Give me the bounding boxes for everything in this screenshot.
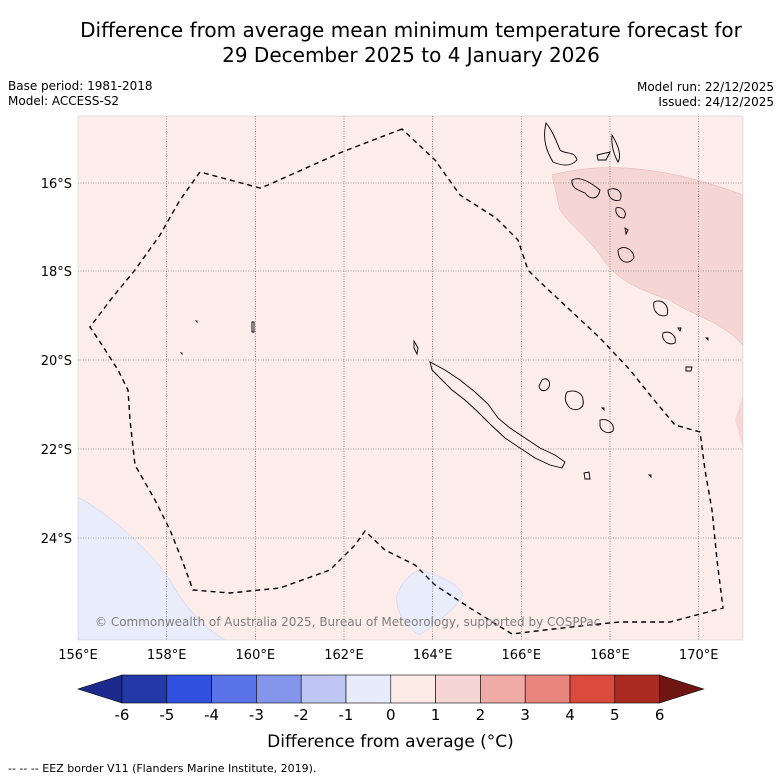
lon-tick-162e: 162°E xyxy=(324,648,364,663)
base-period: Base period: 1981-2018 xyxy=(8,79,153,93)
colorbar-extend-high xyxy=(659,674,705,704)
model-name: Model: ACCESS-S2 xyxy=(8,94,120,108)
espiritu-santo-island xyxy=(544,122,578,166)
colorbar-segment xyxy=(480,674,526,704)
colorbar-tick: -4 xyxy=(204,706,219,724)
lon-tick-166e: 166°E xyxy=(502,648,542,663)
map-frame xyxy=(77,115,744,641)
cool-anomaly-patch-small xyxy=(396,569,464,636)
gridlines xyxy=(78,116,743,640)
small-island-3 xyxy=(704,337,709,342)
chesterfield-island xyxy=(251,321,255,333)
map-title: Difference from average mean minimum tem… xyxy=(0,18,781,68)
colorbar-tick: -6 xyxy=(115,706,130,724)
colorbar-segment xyxy=(256,674,302,704)
colorbar-tick: 2 xyxy=(476,706,486,724)
lat-tick-22s: 22°S xyxy=(41,443,72,458)
colorbar-label: Difference from average (°C) xyxy=(267,732,514,752)
lon-tick-168e: 168°E xyxy=(590,648,630,663)
small-island-4 xyxy=(194,320,198,324)
colorbar-segment xyxy=(614,674,660,704)
lat-tick-labels: 16°S 18°S 20°S 22°S 24°S xyxy=(41,177,72,547)
coastlines xyxy=(179,122,709,480)
colorbar-segment xyxy=(390,674,436,704)
copyright-text: © Commonwealth of Australia 2025, Bureau… xyxy=(95,615,600,629)
warm-anomaly-patch xyxy=(551,167,743,346)
maewo-island xyxy=(611,133,621,163)
title-line-2: 29 December 2025 to 4 January 2026 xyxy=(222,43,600,67)
small-island-6 xyxy=(600,407,605,412)
colorbar-tick: -3 xyxy=(249,706,264,724)
colorbar-segment xyxy=(569,674,616,704)
colorbar-tick: -5 xyxy=(159,706,174,724)
erromango-island xyxy=(653,300,669,317)
lon-tick-158e: 158°E xyxy=(147,648,187,663)
colorbar-segment xyxy=(345,674,392,704)
isle-of-pines xyxy=(583,471,591,480)
colorbar-tick: -1 xyxy=(339,706,354,724)
lon-tick-156e: 156°E xyxy=(58,648,98,663)
efate-island xyxy=(617,247,635,263)
colorbar-tick: 6 xyxy=(655,706,665,724)
small-island-1 xyxy=(624,227,629,236)
malekula-island xyxy=(571,178,601,199)
colorbar-segment xyxy=(435,674,481,704)
colorbar-tick: 0 xyxy=(386,706,396,724)
colorbar-segment xyxy=(524,674,571,704)
issued-date: Issued: 24/12/2025 xyxy=(658,95,774,109)
lon-tick-labels: 156°E 158°E 160°E 162°E 164°E 166°E 168°… xyxy=(58,648,718,663)
colorbar-segment xyxy=(166,674,212,704)
meta-left: Base period: 1981-2018 Model: ACCESS-S2 xyxy=(8,79,153,109)
meta-right: Model run: 22/12/2025 Issued: 24/12/2025 xyxy=(637,80,774,110)
colorbar-segment xyxy=(121,674,168,704)
ouvea-island xyxy=(538,378,550,392)
colorbar-tick: 1 xyxy=(431,706,441,724)
model-run: Model run: 22/12/2025 xyxy=(636,80,774,94)
ambrym-island xyxy=(607,188,622,201)
eez-legend: -- -- -- EEZ border V11 (Flanders Marine… xyxy=(8,762,317,775)
lon-tick-164e: 164°E xyxy=(413,648,453,663)
tanna-island xyxy=(662,331,676,345)
colorbar-segment xyxy=(211,674,257,704)
lat-tick-18s: 18°S xyxy=(41,265,72,280)
lat-tick-24s: 24°S xyxy=(41,532,72,547)
colorbar-tick-labels: -6 -5 -4 -3 -2 -1 0 1 2 3 4 5 6 xyxy=(115,706,665,724)
small-island-7 xyxy=(647,474,652,479)
lat-tick-16s: 16°S xyxy=(41,177,72,192)
ambae-island xyxy=(596,151,611,161)
epi-island xyxy=(615,207,626,219)
colorbar-extend-low xyxy=(77,674,123,704)
eez-border xyxy=(89,128,724,635)
new-caledonia-island xyxy=(429,361,566,469)
title-line-1: Difference from average mean minimum tem… xyxy=(80,18,742,42)
colorbar-tick: -2 xyxy=(294,706,309,724)
colorbar-tick: 4 xyxy=(565,706,575,724)
colorbar-tick: 5 xyxy=(610,706,620,724)
small-island-2 xyxy=(677,327,682,333)
cool-anomaly-patch xyxy=(78,496,226,640)
lat-tick-20s: 20°S xyxy=(41,354,72,369)
colorbar xyxy=(77,674,705,704)
belep-island xyxy=(413,339,419,356)
small-island-5 xyxy=(179,352,183,356)
aneityum-island xyxy=(685,366,693,372)
lon-tick-170e: 170°E xyxy=(679,648,719,663)
mare-island xyxy=(599,419,614,434)
colorbar-tick: 3 xyxy=(520,706,530,724)
lifou-island xyxy=(564,390,584,411)
warm-anomaly-patch-east xyxy=(735,395,743,448)
lon-tick-160e: 160°E xyxy=(236,648,276,663)
colorbar-segment xyxy=(300,674,347,704)
